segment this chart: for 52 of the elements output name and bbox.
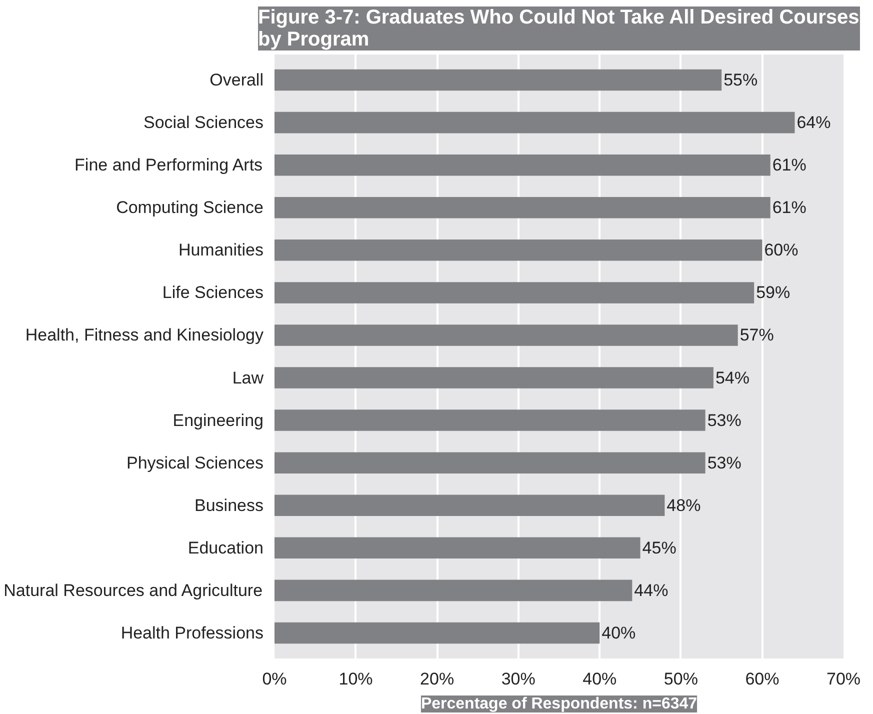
x-tick-label: 50%	[664, 670, 698, 688]
data-label: 40%	[602, 623, 636, 642]
data-label: 54%	[715, 368, 750, 388]
bar	[274, 112, 795, 134]
y-tick-label: Computing Science	[116, 198, 264, 218]
y-tick-label: Education	[188, 538, 264, 558]
bar	[274, 324, 738, 346]
x-tick-label: 40%	[582, 670, 617, 688]
data-label: 44%	[634, 580, 668, 600]
bar	[274, 580, 632, 602]
y-tick-label: Engineering	[172, 410, 264, 430]
y-tick-label: Life Sciences	[162, 283, 264, 302]
y-tick-label: Social Sciences	[143, 113, 264, 132]
data-label: 53%	[707, 453, 742, 472]
data-label: 53%	[707, 410, 742, 430]
data-label: 64%	[796, 113, 831, 132]
bar	[274, 494, 665, 516]
y-tick-label: Overall	[210, 70, 264, 90]
data-label: 55%	[724, 70, 758, 90]
bar	[274, 452, 706, 474]
x-tick-label: 70%	[826, 670, 861, 688]
x-tick-label: 10%	[338, 670, 373, 688]
x-tick-label: 30%	[501, 670, 536, 688]
bar	[274, 537, 640, 559]
bar	[274, 367, 714, 388]
y-tick-label: Law	[232, 368, 264, 388]
y-tick-label: Health, Fitness and Kinesiology	[25, 326, 264, 345]
bar	[274, 154, 770, 176]
data-label: 45%	[642, 538, 676, 558]
bar	[274, 622, 600, 644]
bar	[274, 240, 762, 261]
y-tick-label: Health Professions	[120, 623, 264, 642]
bar	[274, 282, 754, 304]
bar	[274, 410, 706, 431]
y-tick-label: Fine and Performing Arts	[74, 156, 263, 175]
data-label: 59%	[756, 283, 790, 302]
data-label: 48%	[666, 496, 701, 515]
y-tick-label: Physical Sciences	[126, 453, 264, 472]
bar	[274, 196, 770, 218]
x-tick-label: 20%	[420, 670, 454, 688]
data-label: 61%	[772, 198, 806, 218]
bar	[274, 69, 722, 91]
chart-title: Figure 3-7: Graduates Who Could Not Take All Desired Courses by Program	[258, 6, 860, 50]
x-axis-title: Percentage of Respondents: n=6347	[420, 696, 698, 712]
x-tick-label: 0%	[262, 670, 287, 688]
x-tick-label: 60%	[745, 670, 780, 688]
y-tick-label: Humanities	[178, 240, 264, 260]
data-label: 57%	[740, 326, 774, 345]
data-label: 60%	[764, 240, 798, 260]
y-tick-label: Business	[194, 496, 264, 515]
data-label: 61%	[772, 156, 806, 175]
y-tick-label: Natural Resources and Agriculture	[4, 580, 263, 600]
